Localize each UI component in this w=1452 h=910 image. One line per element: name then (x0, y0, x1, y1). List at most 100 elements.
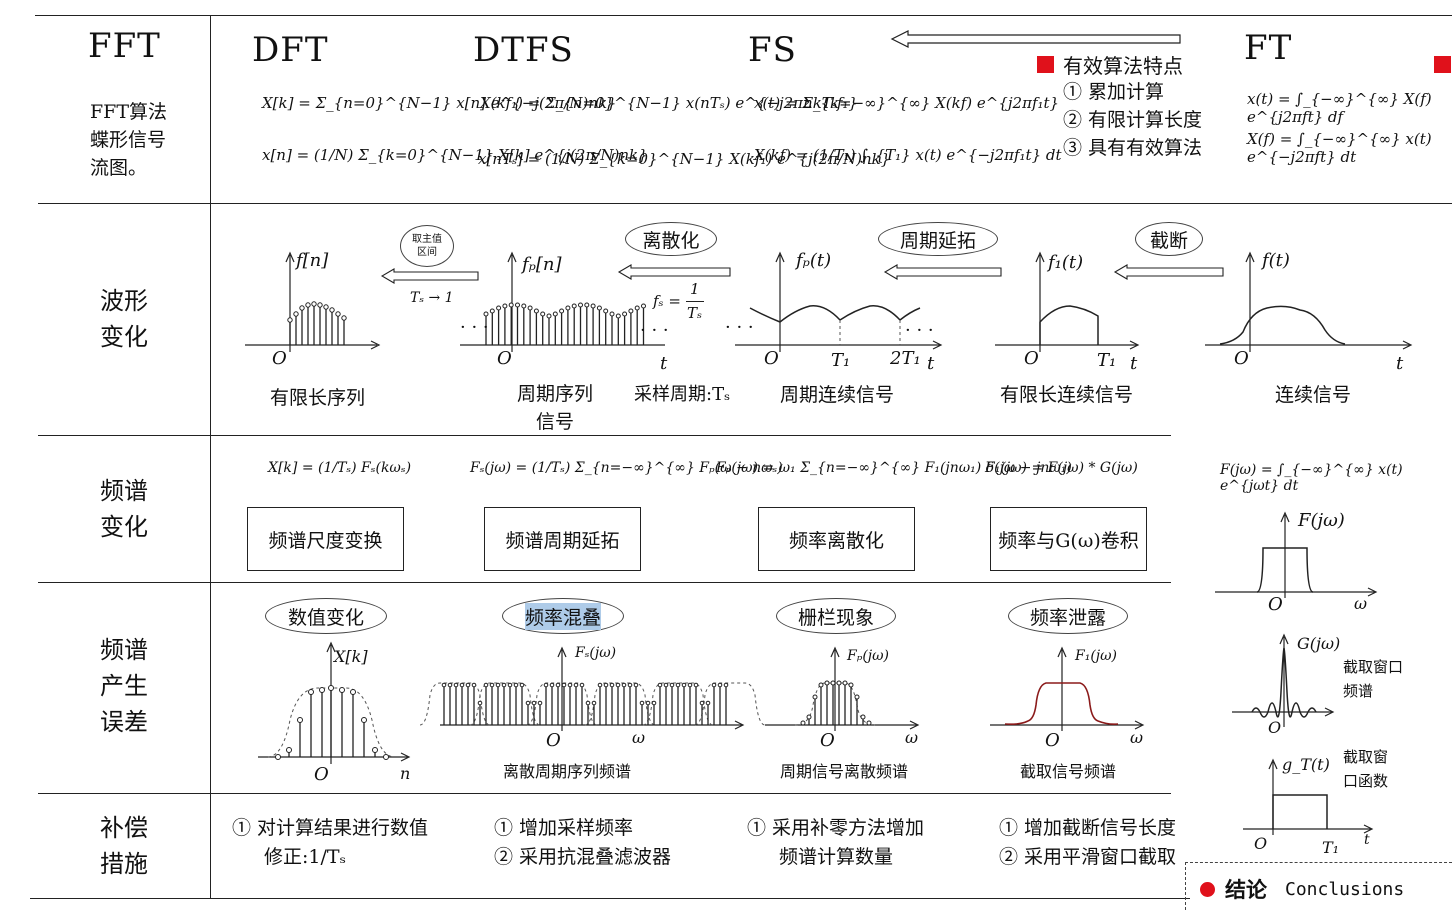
oval-truncation: 截断 (1135, 222, 1203, 256)
aliasing-stem-marker (723, 682, 729, 688)
aliasing-stems (441, 682, 729, 725)
feature-item: ① 累加计算 (1063, 81, 1165, 103)
oval-leakage: 频率泄露 (1008, 598, 1128, 634)
xk-stem-marker (372, 747, 378, 753)
sequence-stem-marker (311, 301, 317, 307)
label-f1t: f₁(t) (1048, 252, 1084, 273)
aliasing-stem-marker (537, 700, 543, 706)
aliasing-plot (419, 646, 766, 731)
periodic-stem-marker (628, 308, 634, 314)
row-label-waveform: 波形 变化 (100, 287, 148, 351)
picket-stem-marker (818, 682, 824, 688)
picket-stem-marker (812, 694, 818, 700)
aliasing-stem-marker (669, 682, 675, 688)
periodic-stem-marker (515, 302, 520, 308)
ft-formula-1: x(t) = ∫_{−∞}^{∞} X(f) e^{j2πft} df (1247, 90, 1432, 126)
ellipsis-left: · · · (725, 317, 754, 338)
fs-title: FS (748, 30, 797, 70)
gjw-plot (1232, 633, 1335, 727)
aliasing-stem-marker (639, 700, 645, 706)
aliasing-stem-marker (453, 682, 459, 688)
periodic-stem-marker (565, 305, 571, 311)
label-fsjw: Fₛ(jω) (575, 645, 617, 661)
aliasing-stem-marker (543, 682, 549, 688)
periodic-continuous-plot (735, 251, 943, 352)
periodic-stem-marker (578, 302, 583, 308)
features-bullet-icon (1037, 56, 1054, 73)
periodic-stem-marker (521, 303, 527, 309)
aliased-spectrum-copy (642, 682, 714, 726)
compensation-4: ① 增加截断信号长度 ② 采用平滑窗口截取 (999, 814, 1176, 872)
aliasing-stem-marker (597, 682, 603, 688)
cond-discretize-lhs: fₛ = (653, 292, 681, 310)
aliasing-stem-marker (573, 682, 579, 688)
aliasing-stem-marker (567, 682, 573, 688)
aliasing-stem-marker (531, 700, 537, 706)
row-divider-2 (38, 435, 1171, 436)
picket-stem-marker (824, 680, 830, 686)
aliasing-stem-marker (441, 682, 447, 688)
picket-stem-marker (866, 720, 872, 726)
sequence-stem-marker (299, 305, 305, 311)
fft-desc-line-3: 流图。 (90, 157, 148, 179)
label-fn: f[n] (296, 250, 329, 271)
compensation-line: 频谱计算数量 (779, 846, 894, 868)
periodic-stem-marker (615, 313, 621, 319)
xk-stem-marker (275, 754, 281, 760)
aliasing-stem-marker (501, 682, 507, 688)
box-scale-transform: 频谱尺度变换 (247, 507, 404, 571)
aliasing-stem-marker (507, 682, 513, 688)
compensation-line: ② 采用平滑窗口截取 (999, 846, 1177, 868)
sequence-stem-marker (329, 307, 335, 313)
aliasing-stem-marker (465, 682, 471, 688)
sequence-stem-marker (335, 311, 341, 317)
spectrum-formula-2: Fₛ(jω) = (1/Tₛ) Σ_{n=−∞}^{∞} Fₚ(ω − nωₛ) (470, 460, 783, 476)
axis-w-label: ω (1130, 728, 1144, 747)
oval-value-change: 数值变化 (265, 598, 387, 634)
spectrum-formula-5: F(jω) = ∫_{−∞}^{∞} x(t) e^{jωt} dt (1220, 462, 1403, 494)
xk-stem-marker (286, 747, 292, 753)
periodic-stem-marker (546, 313, 552, 319)
aliasing-stem-marker (657, 682, 663, 688)
axis-w-label: ω (632, 728, 646, 747)
fft-desc-line-2: 蝶形信号 (90, 129, 167, 151)
aliasing-stem-marker (711, 682, 717, 688)
top-border (35, 15, 1452, 16)
cond-discretize-num: 1 (690, 280, 700, 298)
finite-sequence-plot (245, 251, 381, 352)
aliasing-stem-marker (651, 700, 657, 706)
xk-stem-plot (258, 641, 411, 764)
cond-main-value: Tₛ → 1 (410, 290, 454, 306)
axis-t-label: t (1396, 353, 1404, 374)
axis-w-label: ω (905, 728, 919, 747)
periodic-stem-marker (533, 308, 539, 314)
picket-stem-marker (830, 680, 836, 686)
picket-stem-marker (848, 682, 854, 688)
cond-discretize-den: Tₛ (687, 304, 703, 322)
box-convolution: 频率与G(ω)卷积 (990, 507, 1147, 571)
origin-label: O (1024, 348, 1039, 369)
dtfs-formula-2: x[nTₛ] = (1/N) Σ_{k=0}^{N−1} X(kf₁) e^{j… (478, 150, 891, 168)
xk-stem-marker (339, 687, 345, 693)
caption-window-spectrum: 截取窗口 频谱 (1343, 658, 1404, 700)
label-gjw: G(jω) (1297, 634, 1341, 653)
periodic-stem-marker (489, 308, 495, 314)
origin-label: O (272, 348, 287, 369)
periodic-stem-marker (559, 308, 565, 314)
fft-desc-line-1: FFT算法 (90, 101, 168, 123)
origin-label: O (314, 764, 329, 785)
periodic-stem-marker (496, 305, 502, 311)
periodic-stem-marker (641, 303, 646, 309)
aliased-spectrum-copy (584, 682, 656, 726)
aliasing-stem-marker (525, 700, 531, 706)
bottom-border (30, 898, 1190, 899)
tick-T1: T₁ (1322, 838, 1340, 857)
compensation-line: ② 采用抗混叠滤波器 (494, 846, 672, 868)
aliased-spectrum-copy (694, 682, 766, 726)
aliasing-stem-marker (549, 682, 555, 688)
aliasing-stem-marker (447, 682, 453, 688)
footer-dashed-top (1185, 862, 1452, 863)
aliasing-highlight: 频率混叠 (524, 602, 601, 630)
row-label-compensation: 补偿 措施 (100, 814, 148, 878)
xk-stems (275, 685, 389, 760)
